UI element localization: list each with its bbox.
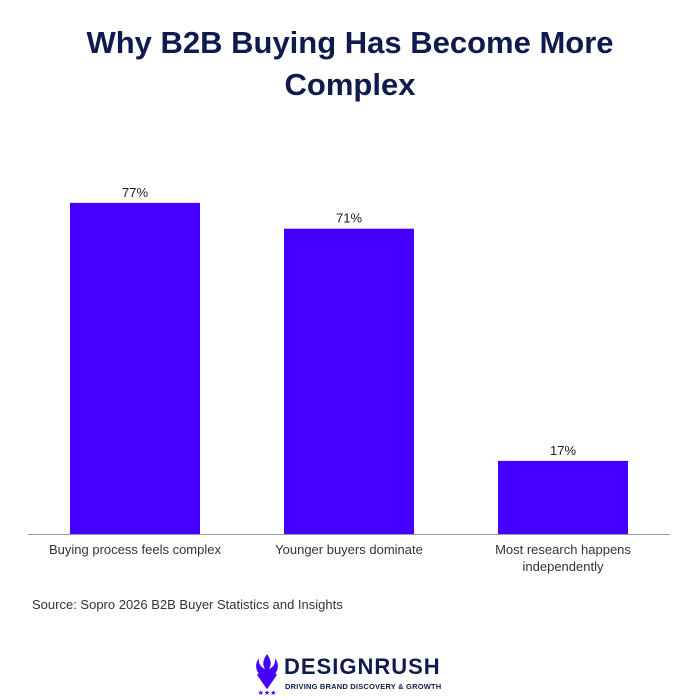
designrush-mark-icon: ★★★ bbox=[256, 654, 278, 696]
brand-tagline: DRIVING BRAND DISCOVERY & GROWTH bbox=[285, 682, 442, 691]
category-label-2-line-1: independently bbox=[523, 559, 604, 574]
svg-text:★★★: ★★★ bbox=[258, 689, 277, 696]
chart-title-line-2: Complex bbox=[284, 67, 416, 102]
chart-title: Why B2B Buying Has Become More Complex bbox=[40, 22, 660, 106]
bar-value-label-2: 17% bbox=[550, 443, 576, 458]
bar-value-label-1: 71% bbox=[336, 211, 362, 226]
bar-0 bbox=[70, 202, 200, 534]
bar-value-label-0: 77% bbox=[122, 185, 148, 200]
brand-name: DESIGNRUSH bbox=[284, 654, 441, 679]
source-note: Source: Sopro 2026 B2B Buyer Statistics … bbox=[32, 597, 343, 612]
designrush-logo: ★★★ DESIGNRUSH DRIVING BRAND DISCOVERY &… bbox=[252, 652, 452, 696]
category-label-1-line-0: Younger buyers dominate bbox=[275, 542, 423, 557]
bar-2 bbox=[498, 460, 628, 534]
category-label-0-line-0: Buying process feels complex bbox=[49, 542, 221, 557]
category-label-2-line-0: Most research happens bbox=[495, 542, 631, 557]
bar-1 bbox=[284, 228, 414, 534]
chart-title-line-1: Why B2B Buying Has Become More bbox=[86, 25, 614, 60]
